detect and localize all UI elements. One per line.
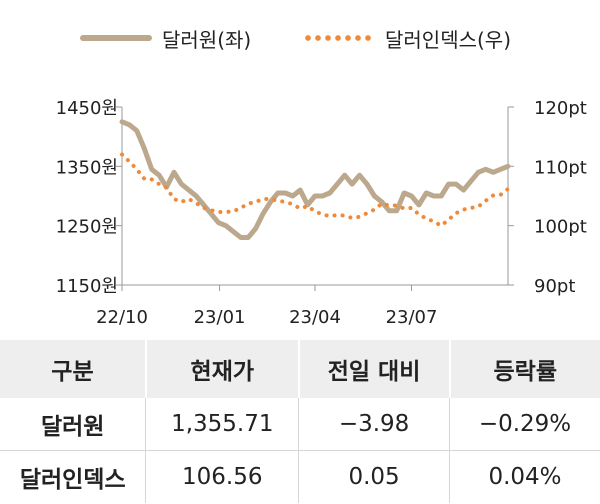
table-row: 달러인덱스 106.56 0.05 0.04% [0, 450, 600, 503]
table-header-row: 구분 현재가 전일 대비 등락률 [0, 340, 600, 398]
cell-current-price: 106.56 [145, 450, 299, 503]
dollar-index-line [120, 152, 510, 228]
summary-table: 구분 현재가 전일 대비 등락률 달러원 1,355.71 −3.98 −0.2… [0, 340, 600, 503]
cell-change-rate: −0.29% [449, 398, 600, 451]
x-tick-label: 23/04 [289, 307, 341, 328]
cell-current-price: 1,355.71 [145, 398, 299, 451]
row-label: 달러인덱스 [19, 467, 126, 493]
right-tick-label: 120pt [534, 98, 587, 119]
right-tick-label: 90pt [534, 276, 575, 297]
usdkrw-line [119, 119, 511, 240]
right-tick-label: 110pt [534, 157, 587, 178]
header-current-price: 현재가 [144, 340, 299, 398]
legend-solid-line-swatch [80, 35, 152, 41]
legend-item-dollar-index: 달러인덱스(우) [303, 22, 511, 54]
x-tick-label: 23/07 [386, 307, 438, 328]
header-change: 전일 대비 [297, 340, 450, 398]
left-tick-label: 1450원 [56, 98, 118, 119]
legend-dotted-line-swatch [303, 35, 373, 41]
legend-label-usdkrw: 달러원(좌) [162, 27, 252, 52]
left-tick-label: 1350원 [56, 157, 118, 178]
legend-label-dollar-index: 달러인덱스(우) [385, 27, 512, 52]
row-label: 달러원 [0, 398, 146, 451]
table-row: 달러원 1,355.71 −3.98 −0.29% [0, 398, 600, 451]
legend-item-usdkrw: 달러원(좌) [80, 22, 251, 54]
header-category: 구분 [0, 340, 146, 398]
cell-change-rate: 0.04% [449, 450, 600, 503]
left-tick-label: 1250원 [56, 217, 118, 238]
x-tick-label: 23/01 [194, 307, 246, 328]
cell-change: −3.98 [298, 398, 450, 451]
chart-legend: 달러원(좌) 달러인덱스(우) [0, 22, 600, 54]
cell-change: 0.05 [298, 450, 450, 503]
right-tick-label: 100pt [534, 217, 587, 238]
header-change-rate: 등락률 [448, 340, 600, 398]
left-tick-label: 1150원 [56, 276, 118, 297]
x-tick-label: 22/10 [96, 307, 148, 328]
exchange-rate-chart: 1450원 1350원 1250원 1150원 120pt 110pt 100pt 90pt 2… [56, 98, 587, 328]
